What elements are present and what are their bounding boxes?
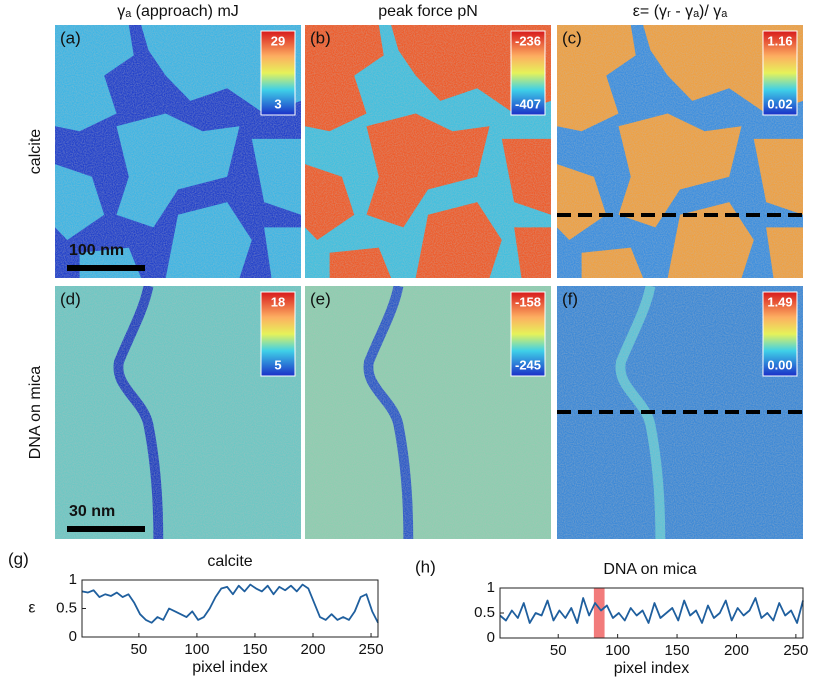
panel-label: (b) — [310, 28, 331, 47]
panel-label: (h) — [415, 557, 436, 576]
x-tick-label: 200 — [724, 642, 749, 659]
colorbar-min: -407 — [515, 96, 541, 111]
y-tick-label: 0 — [487, 629, 495, 646]
scale-bar-label: 30 nm — [69, 503, 115, 520]
x-tick-label: 150 — [242, 641, 267, 658]
colorbar-min: 0.02 — [767, 96, 792, 111]
figure: γₐ (approach) mJ peak force pN ε= (γᵣ - γₐ… — [0, 0, 813, 694]
column-title: peak force pN — [378, 3, 478, 20]
column-title: γₐ (approach) mJ — [117, 3, 239, 20]
scale-bar — [67, 526, 145, 532]
x-axis-label: pixel index — [192, 659, 268, 676]
colorbar-max: 1.16 — [767, 33, 792, 48]
y-tick-label: 0.5 — [474, 604, 495, 621]
y-tick-label: 1 — [487, 579, 495, 596]
x-tick-label: 250 — [783, 642, 808, 659]
row-label: calcite — [27, 129, 44, 174]
panel-label: (c) — [562, 28, 582, 47]
panel-label: (a) — [60, 28, 81, 47]
colorbar-min: 3 — [274, 96, 281, 111]
x-tick-label: 50 — [550, 642, 567, 659]
panel-label: (f) — [562, 289, 578, 308]
scale-bar — [67, 265, 145, 271]
row-label: DNA on mica — [27, 366, 44, 459]
colorbar-max: -158 — [515, 294, 541, 309]
x-tick-label: 50 — [131, 641, 148, 658]
chart-title: DNA on mica — [603, 561, 696, 578]
x-tick-label: 250 — [359, 641, 384, 658]
x-tick-label: 150 — [665, 642, 690, 659]
highlight-band — [594, 588, 605, 638]
plot-frame — [82, 580, 378, 637]
chart-title: calcite — [207, 553, 252, 570]
colorbar-max: 29 — [271, 33, 285, 48]
column-title: ε= (γᵣ - γₐ)/ γₐ — [633, 3, 728, 20]
colorbar-max: 1.49 — [767, 294, 792, 309]
panel-label: (e) — [310, 289, 331, 308]
colorbar-min: 5 — [274, 357, 281, 372]
x-tick-label: 100 — [605, 642, 630, 659]
panel-label: (g) — [8, 549, 29, 568]
panel-label: (d) — [60, 289, 81, 308]
x-tick-label: 100 — [184, 641, 209, 658]
y-tick-label: 1 — [69, 571, 77, 588]
y-tick-label: 0 — [69, 628, 77, 645]
x-tick-label: 200 — [300, 641, 325, 658]
y-tick-label: 0.5 — [56, 599, 77, 616]
data-line — [82, 585, 378, 623]
y-axis-label: ε — [28, 600, 35, 617]
colorbar-max: 18 — [271, 294, 285, 309]
colorbar-min: 0.00 — [767, 357, 792, 372]
x-axis-label: pixel index — [614, 660, 690, 677]
colorbar-min: -245 — [515, 357, 541, 372]
data-line — [500, 598, 803, 623]
scale-bar-label: 100 nm — [69, 242, 124, 259]
colorbar-max: -236 — [515, 33, 541, 48]
